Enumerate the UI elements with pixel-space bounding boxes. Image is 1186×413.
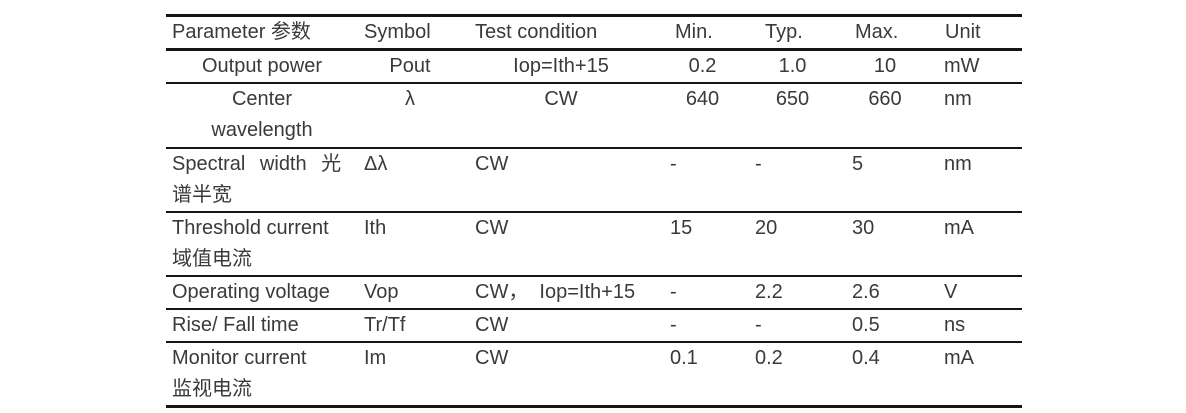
cell-test-condition: CW， Iop=Ith+15 [475, 281, 636, 303]
cell-test-condition: Iop=Ith+15 [513, 55, 609, 77]
cell-max: 660 [868, 88, 902, 110]
cell-parameter: Operating voltage [172, 281, 330, 303]
cell-symbol: λ [405, 88, 415, 110]
cell-unit: mA [944, 347, 974, 369]
cell-min: - [670, 153, 677, 175]
cell-symbol: Δλ [364, 153, 388, 175]
cell-unit: V [944, 281, 958, 303]
cell-test-condition: CW [475, 314, 509, 336]
row-spectral-width: Spectral width 光 谱半宽 Δλ CW - - 5 nm [166, 148, 1022, 212]
cell-unit: ns [944, 314, 966, 336]
cell-min: 0.1 [670, 347, 698, 369]
cell-typ: 1.0 [778, 55, 807, 77]
cell-unit: mW [944, 55, 980, 77]
column-header-max: Max. [855, 21, 899, 43]
column-header-unit: Unit [945, 21, 981, 43]
spec-table-container: Parameter 参数 Symbol Test condition Min. … [166, 14, 1022, 408]
row-output-power: Output power Pout Iop=Ith+15 0.2 1.0 10 … [166, 50, 1022, 83]
cell-typ: - [755, 314, 762, 336]
cell-min: 640 [685, 88, 720, 110]
column-header-symbol: Symbol [364, 21, 431, 43]
cell-max: 5 [852, 153, 864, 175]
cell-max: 0.5 [852, 314, 880, 336]
cell-symbol: Tr/Tf [364, 314, 406, 336]
cell-symbol: Ith [364, 217, 387, 239]
row-operating-voltage: Operating voltage Vop CW， Iop=Ith+15 - 2… [166, 276, 1022, 309]
cell-parameter: Monitor current 监视电流 [172, 347, 307, 400]
cell-test-condition: CW [475, 153, 509, 175]
cell-unit: mA [944, 217, 974, 239]
cell-parameter: Threshold current 域值电流 [172, 217, 329, 270]
cell-parameter: Output power [201, 55, 323, 77]
row-center-wavelength: Center wavelength λ CW 640 650 660 nm [166, 83, 1022, 148]
column-header-test-condition: Test condition [475, 21, 598, 43]
cell-parameter: Spectral width 光 谱半宽 [172, 153, 342, 206]
cell-typ: 650 [775, 88, 810, 110]
column-header-min: Min. [675, 21, 713, 43]
cell-typ: 0.2 [755, 347, 783, 369]
cell-min: 15 [670, 217, 693, 239]
cell-typ: 20 [755, 217, 778, 239]
cell-unit: nm [944, 153, 972, 175]
cell-typ: 2.2 [755, 281, 783, 303]
cell-max: 30 [852, 217, 875, 239]
row-monitor-current: Monitor current 监视电流 Im CW 0.1 0.2 0.4 m… [166, 342, 1022, 407]
cell-min: 0.2 [688, 55, 717, 77]
cell-test-condition: CW [544, 88, 578, 110]
cell-max: 10 [873, 55, 897, 77]
cell-typ: - [755, 153, 762, 175]
cell-symbol: Vop [364, 281, 399, 303]
cell-unit: nm [944, 88, 972, 110]
cell-min: - [670, 314, 677, 336]
cell-parameter: Rise/ Fall time [172, 314, 299, 336]
cell-test-condition: CW [475, 217, 509, 239]
laser-diode-spec-table: Parameter 参数 Symbol Test condition Min. … [166, 14, 1022, 408]
cell-parameter: Center wavelength [211, 88, 313, 141]
cell-symbol: Pout [389, 55, 431, 77]
cell-max: 0.4 [852, 347, 880, 369]
cell-max: 2.6 [852, 281, 880, 303]
cell-symbol: Im [364, 347, 387, 369]
column-header-parameter: Parameter 参数 [172, 21, 311, 43]
cell-test-condition: CW [475, 347, 509, 369]
cell-min: - [670, 281, 677, 303]
header-row: Parameter 参数 Symbol Test condition Min. … [166, 16, 1022, 50]
column-header-typ: Typ. [765, 21, 803, 43]
row-threshold-current: Threshold current 域值电流 Ith CW 15 20 30 m… [166, 212, 1022, 276]
row-rise-fall-time: Rise/ Fall time Tr/Tf CW - - 0.5 ns [166, 309, 1022, 342]
